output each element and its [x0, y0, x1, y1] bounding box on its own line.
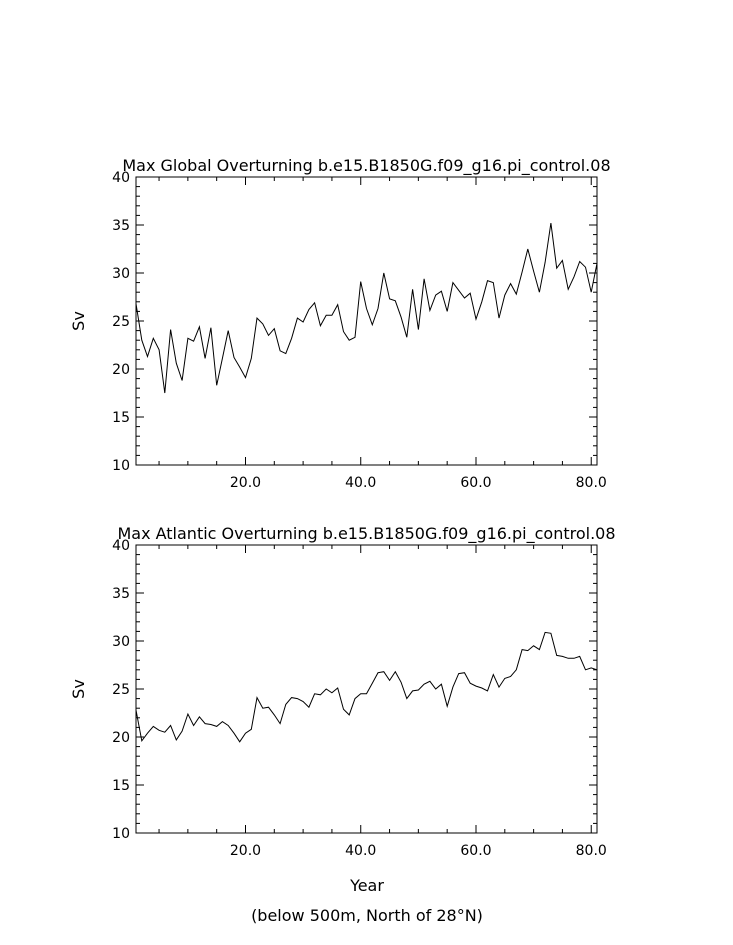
global-overturning-panel: Max Global Overturning b.e15.B1850G.f09_…	[69, 156, 611, 491]
chart-title: Max Global Overturning b.e15.B1850G.f09_…	[122, 156, 610, 176]
y-tick-label: 35	[112, 218, 130, 234]
plot-frame	[135, 544, 598, 834]
y-tick-label: 25	[112, 682, 130, 698]
x-tick-label: 60.0	[460, 475, 491, 491]
x-tick-label: 40.0	[345, 843, 376, 859]
x-tick-label: 20.0	[230, 475, 261, 491]
x-axis-label: Year	[349, 876, 384, 895]
chart-title: Max Atlantic Overturning b.e15.B1850G.f0…	[117, 524, 615, 544]
atlantic-overturning-panel: Max Atlantic Overturning b.e15.B1850G.f0…	[69, 524, 616, 859]
x-tick-label: 40.0	[345, 475, 376, 491]
y-tick-label: 35	[112, 586, 130, 602]
y-tick-label: 25	[112, 314, 130, 330]
y-tick-label: 10	[112, 458, 130, 474]
y-axis-label: Sv	[69, 679, 88, 699]
y-tick-label: 15	[112, 778, 130, 794]
footnote: (below 500m, North of 28°N)	[251, 906, 483, 925]
y-tick-label: 15	[112, 410, 130, 426]
plot-frame	[135, 176, 598, 466]
y-tick-label: 10	[112, 826, 130, 842]
x-tick-label: 80.0	[576, 843, 607, 859]
series-line	[135, 223, 598, 394]
x-tick-label: 60.0	[460, 843, 491, 859]
y-tick-label: 30	[112, 266, 130, 282]
y-tick-label: 40	[112, 538, 130, 554]
y-tick-label: 30	[112, 634, 130, 650]
x-tick-label: 80.0	[576, 475, 607, 491]
y-tick-label: 20	[112, 730, 130, 746]
x-tick-label: 20.0	[230, 843, 261, 859]
y-tick-label: 40	[112, 170, 130, 186]
series-line	[135, 631, 598, 743]
y-tick-label: 20	[112, 362, 130, 378]
y-axis-label: Sv	[69, 311, 88, 331]
